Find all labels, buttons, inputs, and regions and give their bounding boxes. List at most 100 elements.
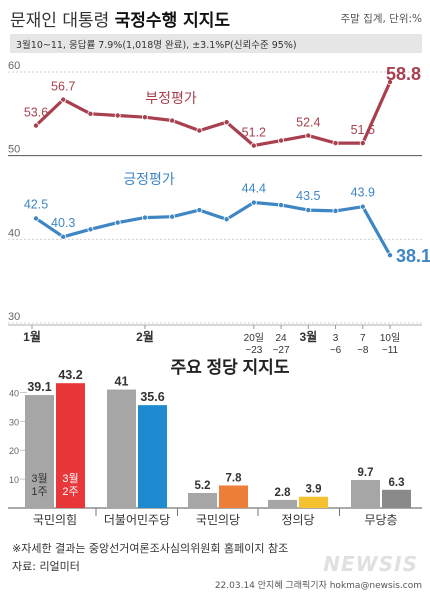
bar-y-tick-label: 20 [9, 446, 19, 456]
bar-value-label: 41 [115, 375, 129, 389]
x-tick-label: ~11 [382, 345, 399, 356]
data-point [169, 117, 176, 124]
bar-y-tick-label: 30 [9, 417, 19, 427]
bar-value-label: 5.2 [195, 480, 211, 492]
x-tick-label: 20일 [244, 332, 264, 344]
bar-category-label: 국민의힘 [33, 513, 77, 527]
data-point [305, 132, 312, 139]
series-line-negative [34, 81, 392, 148]
data-point [386, 252, 393, 259]
bar [56, 383, 85, 508]
data-label: 52.4 [296, 116, 320, 130]
series-line-positive [35, 200, 392, 256]
x-tick-label: ~8 [357, 345, 369, 356]
newsis-logo: NEWSIS [323, 552, 418, 576]
data-label: 51.5 [351, 123, 375, 137]
source-note: 자료: 리얼미터 [12, 560, 80, 573]
chart-header: 문재인 대통령 국정수행 지지도 주말 집계, 단위:% [10, 6, 422, 32]
bar [188, 492, 217, 508]
x-tick-label: 10일 [380, 332, 400, 344]
data-point [60, 96, 67, 103]
bar-value-label: 39.1 [27, 380, 51, 394]
x-tick-label: ~23 [245, 345, 262, 356]
series-name: 부정평가 [145, 90, 197, 106]
title-bold: 국정수행 지지도 [114, 11, 231, 31]
data-point [223, 119, 230, 126]
bar-value-label: 43.2 [58, 368, 82, 382]
survey-info: 3월10~11, 응답률 7.9%(1,018명 완료), ±3.1%P(신뢰수… [16, 40, 297, 51]
bar [268, 499, 297, 508]
x-tick-label: ~6 [330, 345, 342, 356]
data-point [33, 215, 40, 222]
bar-y-tick-label: 10 [9, 475, 19, 485]
data-point [278, 202, 285, 209]
series-name: 3월 [31, 472, 47, 485]
y-tick-label: 30 [8, 311, 20, 323]
bar-value-label: 3.9 [306, 484, 322, 496]
data-point [359, 140, 366, 147]
data-point [196, 207, 203, 214]
data-point [114, 219, 121, 226]
data-point [87, 226, 94, 233]
x-tick-label: 2월 [136, 329, 154, 344]
chart-subtitle: 주말 집계, 단위:% [340, 13, 423, 25]
x-tick-label: 7 [360, 333, 366, 344]
data-label: 42.5 [24, 197, 48, 211]
data-label: 43.5 [296, 189, 320, 203]
bar-category-label: 국민의당 [196, 513, 240, 527]
bar-value-label: 7.8 [226, 472, 243, 484]
y-tick-label: 50 [8, 144, 20, 156]
series-name-badge [112, 168, 186, 189]
series-name-badge [133, 87, 209, 108]
x-tick-label: 3월 [299, 329, 317, 344]
data-point [141, 114, 148, 121]
y-tick-label: 60 [8, 60, 20, 72]
x-tick-label: 3 [333, 333, 339, 344]
data-point [60, 233, 67, 240]
data-point [332, 207, 339, 214]
bar-category-label: 무당층 [364, 513, 397, 527]
data-point [332, 140, 339, 147]
data-label: 56.7 [51, 80, 75, 94]
data-label: 44.4 [242, 182, 266, 196]
data-label: 58.8 [386, 64, 421, 84]
data-label: 53.6 [24, 106, 48, 120]
data-label: 38.1 [396, 246, 430, 266]
x-tick-label: ~27 [273, 345, 290, 356]
bar [382, 489, 411, 508]
series-name: 1주 [31, 486, 47, 498]
data-point [87, 110, 94, 117]
bar-value-label: 9.7 [358, 467, 374, 479]
data-point [196, 127, 203, 134]
data-label: 43.9 [351, 186, 375, 200]
bar [351, 479, 380, 508]
bar [25, 395, 54, 508]
data-point [114, 112, 121, 119]
x-tick-label: 24 [276, 333, 288, 344]
data-point [278, 137, 285, 144]
bar-chart-title: 주요 정당 지지도 [171, 358, 290, 377]
bar-y-tick-label: 40 [9, 388, 19, 398]
title-light: 문재인 대통령 [10, 11, 110, 31]
bar [299, 496, 328, 508]
data-point [305, 207, 312, 214]
series-name: 3월 [62, 472, 78, 485]
bar-value-label: 35.6 [140, 390, 164, 404]
credit-line: 22.03.14 안지혜 그래픽기자 hokma@newsis.com [214, 581, 422, 591]
data-point [169, 213, 176, 220]
y-tick-label: 40 [8, 227, 20, 239]
bar-value-label: 2.8 [275, 487, 292, 499]
series-name: 긍정평가 [123, 171, 175, 187]
detail-note: ※자세한 결과는 중앙선거여론조사심의위원회 홈페이지 참조 [12, 542, 289, 555]
bar [219, 485, 248, 508]
data-label: 51.2 [242, 126, 266, 140]
bar [138, 405, 167, 508]
bar-value-label: 6.3 [389, 477, 405, 489]
data-point [250, 142, 257, 149]
bar-category-label: 정의당 [281, 513, 314, 527]
data-point [250, 199, 257, 206]
bar [107, 389, 136, 508]
data-point [359, 203, 366, 210]
data-point [141, 214, 148, 221]
